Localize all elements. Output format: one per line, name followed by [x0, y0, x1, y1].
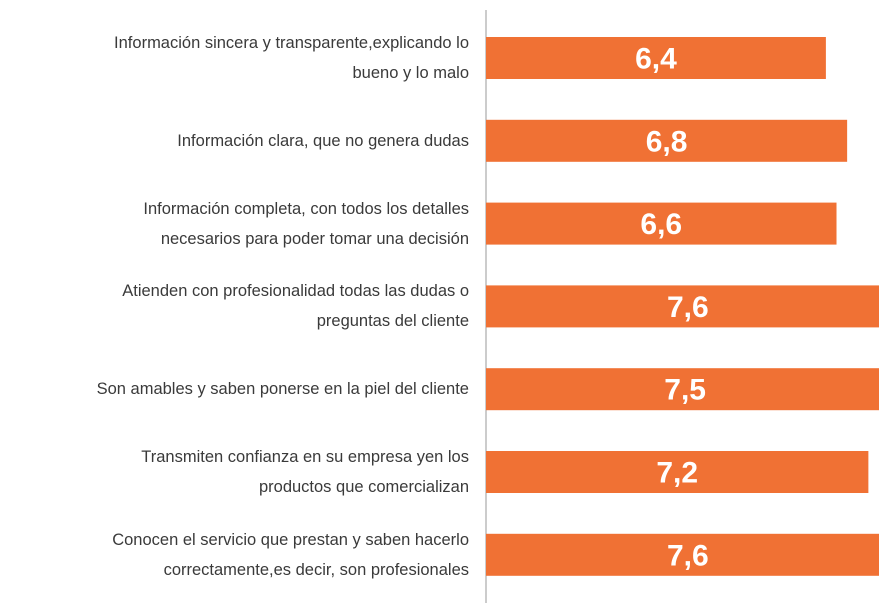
bar [486, 285, 879, 328]
bar [486, 202, 837, 245]
value-label: 6,6 [640, 208, 682, 241]
category-label: Son amables y saben ponerse en la piel d… [96, 380, 469, 399]
bar [486, 368, 879, 411]
category-label: Información clara, que no genera dudas [177, 131, 469, 150]
value-label: 7,5 [664, 374, 706, 407]
value-label: 6,8 [646, 125, 688, 158]
category-label: Información sincera y transparente,expli… [114, 34, 469, 82]
bar [486, 37, 826, 79]
category-label: Información completa, con todos los deta… [143, 199, 469, 248]
value-label: 7,2 [656, 457, 698, 490]
category-label: Atienden con profesionalidad todas las d… [122, 282, 469, 331]
value-label: 7,6 [667, 539, 709, 572]
bar [486, 533, 879, 576]
bar [486, 119, 848, 162]
category-label: Conocen el servicio que prestan y saben … [112, 530, 469, 579]
value-label: 7,6 [667, 291, 709, 324]
value-label: 6,4 [635, 43, 677, 76]
bar [486, 451, 869, 493]
category-label: Transmiten confianza en su empresa yen l… [141, 448, 469, 496]
